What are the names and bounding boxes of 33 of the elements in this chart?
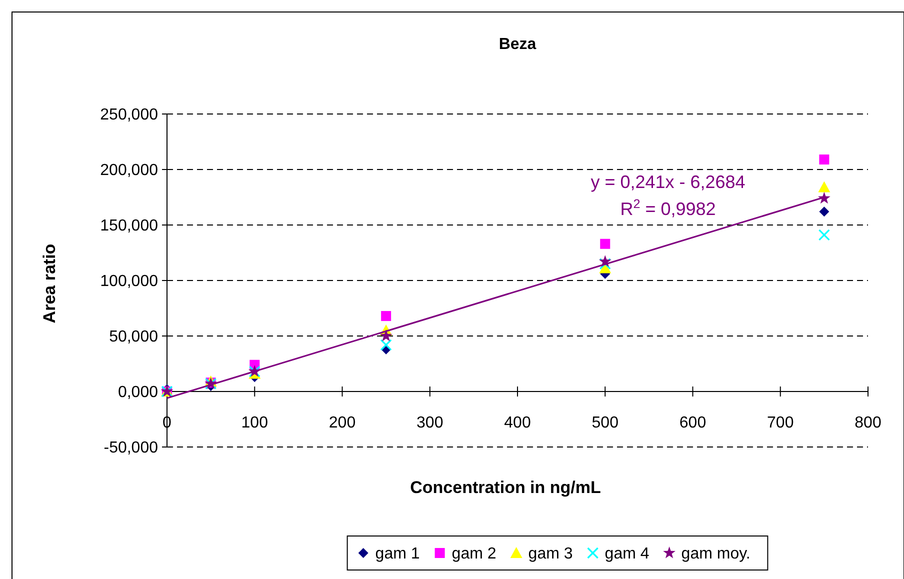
x-tick-label: 700 [767,414,794,432]
y-tick-label: 200,000 [100,162,158,180]
y-tick-label: 0,000 [118,384,158,402]
x-tick-label: 800 [854,414,882,432]
point [818,181,830,192]
point [819,154,830,165]
point [380,339,392,351]
y-tick-label: -50,000 [104,440,158,457]
x-tick-label: 300 [416,414,444,432]
annotation: R$^{2}$ = 0,9982 [620,197,716,219]
legend-label: gam 2 [452,546,496,563]
x-axis-title: Concentration in ng/mL [410,478,601,497]
legend-label: gam 4 [604,546,650,563]
point [819,206,830,217]
legend-label: gam 1 [375,546,420,563]
x-tick-label: 200 [328,414,356,432]
y-tick-label: 150,000 [100,218,158,235]
x-tick-label: 400 [504,414,531,432]
point [818,229,830,241]
y-axis-title: Area ratio [40,244,59,324]
chart-title: Beza [498,36,536,53]
x-tick-label: 100 [241,414,268,432]
point [380,330,392,342]
x-tick-label: 600 [679,414,706,432]
annotation: y = 0,241x - 6,2684 [590,172,746,192]
legend-label: gam 3 [528,546,573,563]
y-tick-label: 100,000 [100,273,158,290]
y-tick-label: 250,000 [100,106,158,124]
y-tick-label: 50,000 [109,328,158,346]
x-tick-label: 500 [592,414,619,432]
legend-label: gam moy. [681,546,750,563]
point [381,311,392,322]
point [600,238,610,249]
